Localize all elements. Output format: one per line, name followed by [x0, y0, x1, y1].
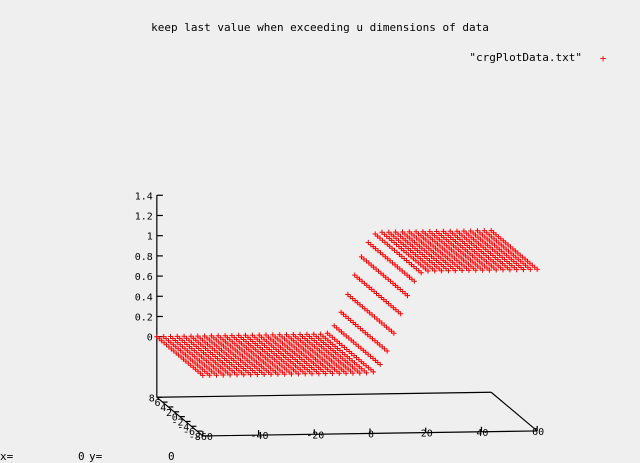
z-tick-label: 0.2 — [135, 312, 153, 323]
tick-labels: 00.20.40.60.811.21.4-60 -40 -20 0 20 40 60-8-6… — [135, 191, 544, 443]
base-edge-1 — [490, 391, 538, 432]
z-tick-label: 1.2 — [135, 211, 153, 222]
surface-markers — [154, 228, 540, 378]
y-tick-label: 8 — [149, 393, 155, 404]
z-tick-label: 0.8 — [135, 252, 153, 263]
status-x-value: 0 — [78, 450, 85, 463]
y-tick-label: -6 — [183, 427, 195, 438]
z-tick-label: 1.4 — [135, 191, 153, 202]
base-edge-2 — [156, 391, 492, 398]
chart-title: keep last value when exceeding u dimensi… — [151, 21, 489, 34]
x-tick-label: 60 — [532, 427, 544, 438]
legend: "crgPlotData.txt" + — [469, 51, 606, 65]
x-tick-label: 40 — [476, 428, 488, 439]
x-tick-label: -20 — [306, 430, 324, 441]
z-tick-label: 1 — [147, 232, 153, 243]
z-tick-label: 0 — [147, 333, 153, 344]
data-points — [154, 228, 540, 378]
status-y-label: y= — [89, 450, 103, 463]
x-tick-label: -40 — [251, 431, 269, 442]
y-tick-label: 4 — [160, 403, 166, 414]
y-tick-label: -2 — [172, 417, 184, 428]
y-tick-label: 6 — [155, 398, 161, 409]
z-tick-label: 0.4 — [135, 292, 153, 303]
y-tick-label: -4 — [177, 422, 189, 433]
y-tick-label: 0 — [172, 413, 178, 424]
x-tick-label: -60 — [195, 432, 213, 443]
status-bar: x= 0 y= 0 — [0, 450, 640, 463]
x-tick-label: 20 — [421, 429, 433, 440]
status-y-value: 0 — [168, 450, 175, 463]
status-x-label: x= — [0, 450, 14, 463]
y-tick-label: 2 — [166, 408, 172, 419]
z-tick-label: 0.6 — [135, 272, 153, 283]
x-tick-label: 0 — [368, 429, 374, 440]
legend-marker: + — [600, 52, 607, 65]
legend-label: "crgPlotData.txt" — [469, 51, 582, 64]
y-tick-label: -8 — [189, 432, 201, 443]
